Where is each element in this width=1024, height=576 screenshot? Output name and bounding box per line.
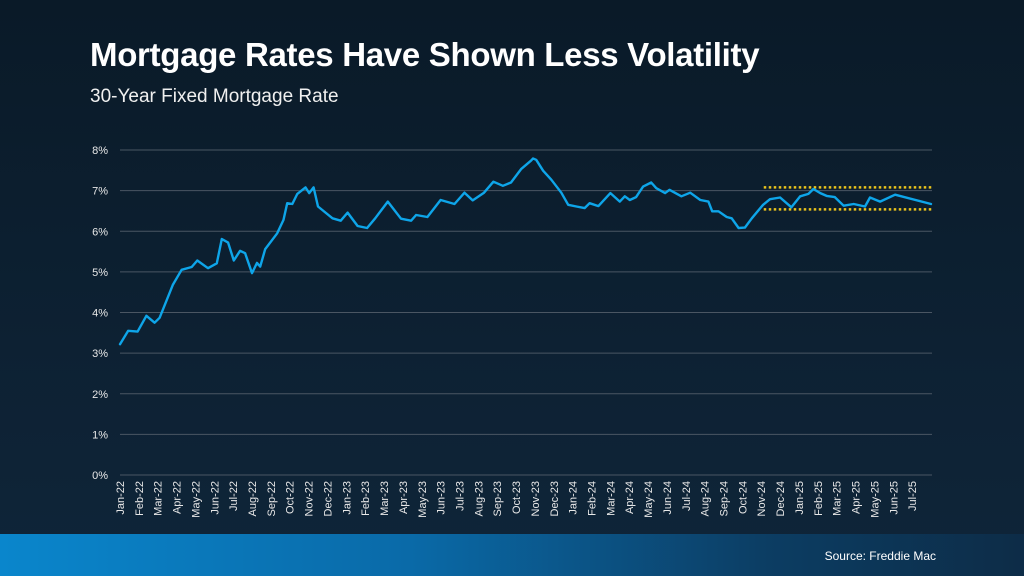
x-tick-label: Jun-25	[888, 481, 900, 515]
x-tick-label: Mar-22	[153, 481, 165, 516]
x-tick-label: Jan-22	[115, 481, 127, 515]
y-tick-label: 3%	[92, 348, 108, 360]
page-title: Mortgage Rates Have Shown Less Volatilit…	[90, 36, 760, 73]
footer-band	[0, 534, 1024, 576]
x-tick-label: May-22	[190, 481, 202, 518]
x-tick-label: Jan-23	[341, 481, 353, 515]
chart-subtitle: 30-Year Fixed Mortgage Rate	[90, 86, 339, 107]
y-tick-label: 8%	[92, 145, 108, 157]
x-tick-label: Jul-23	[454, 481, 466, 511]
x-tick-label: Jul-25	[907, 481, 919, 511]
x-tick-label: Sep-24	[719, 481, 731, 516]
x-tick-label: Jul-22	[228, 481, 240, 511]
x-tick-label: Sep-23	[492, 481, 504, 516]
source-label: Source: Freddie Mac	[824, 549, 936, 563]
x-tick-label: Feb-23	[360, 481, 372, 516]
x-tick-label: Feb-25	[813, 481, 825, 516]
x-tick-label: Jun-24	[662, 481, 674, 515]
x-tick-label: Apr-23	[398, 481, 410, 514]
x-tick-label: Apr-22	[172, 481, 184, 514]
x-tick-label: May-23	[417, 481, 429, 518]
y-tick-label: 6%	[92, 226, 108, 238]
y-tick-label: 5%	[92, 267, 108, 279]
x-tick-label: Jun-22	[209, 481, 221, 515]
y-tick-label: 7%	[92, 186, 108, 198]
x-tick-label: May-24	[643, 481, 655, 518]
x-tick-label: Apr-25	[851, 481, 863, 514]
x-tick-label: Aug-23	[473, 481, 485, 516]
x-tick-label: Aug-22	[247, 481, 259, 516]
x-tick-label: Oct-22	[285, 481, 297, 514]
x-tick-label: Nov-23	[530, 481, 542, 516]
y-tick-label: 1%	[92, 429, 108, 441]
x-tick-label: Oct-24	[737, 481, 749, 514]
x-tick-label: Apr-24	[624, 481, 636, 514]
y-tick-label: 0%	[92, 470, 108, 482]
rate-series-line	[118, 157, 933, 346]
x-tick-label: Dec-24	[775, 481, 787, 516]
x-tick-label: Jun-23	[436, 481, 448, 515]
x-tick-label: Jan-24	[568, 481, 580, 515]
x-tick-label: Dec-23	[549, 481, 561, 516]
x-tick-label: Mar-23	[379, 481, 391, 516]
x-tick-label: Jul-24	[681, 481, 693, 511]
x-tick-label: May-25	[869, 481, 881, 518]
y-tick-label: 4%	[92, 308, 108, 320]
x-tick-label: Oct-23	[511, 481, 523, 514]
y-tick-label: 2%	[92, 389, 108, 401]
x-tick-label: Jan-25	[794, 481, 806, 515]
x-tick-label: Mar-24	[605, 481, 617, 516]
x-tick-label: Feb-24	[587, 481, 599, 516]
x-tick-label: Mar-25	[832, 481, 844, 516]
x-tick-label: Nov-24	[756, 481, 768, 516]
x-tick-label: Nov-22	[304, 481, 316, 516]
x-tick-label: Dec-22	[322, 481, 334, 516]
x-tick-label: Sep-22	[266, 481, 278, 516]
x-tick-label: Feb-22	[134, 481, 146, 516]
x-tick-label: Aug-24	[700, 481, 712, 516]
